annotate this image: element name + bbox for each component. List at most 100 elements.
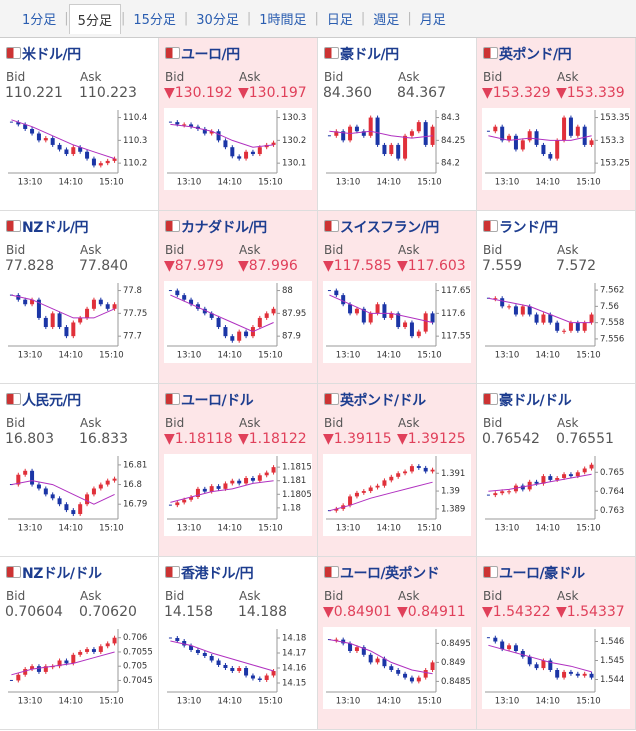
- bid-label: Bid: [324, 70, 344, 84]
- rate-tile[interactable]: ユーロ/英ポンド Bid Ask ▼0.84901 ▼0.84911 0.8495 0.84…: [318, 557, 477, 730]
- rate-tile[interactable]: ランド/円 Bid Ask 7.559 7.572 7.562 7.56 7.558 7.556…: [477, 211, 636, 384]
- x-tick-label: 15:10: [99, 178, 124, 188]
- y-tick-label: 14.16: [282, 664, 306, 674]
- bid-value: 14.158: [164, 604, 213, 620]
- candle: [78, 147, 83, 152]
- candle: [416, 122, 421, 132]
- candle: [78, 317, 83, 323]
- x-tick-label: 13:10: [336, 178, 361, 188]
- pair-name[interactable]: 豪ドル/ドル: [499, 393, 572, 409]
- timeframe-tab[interactable]: 30分足: [196, 13, 239, 28]
- pair-name[interactable]: ランド/円: [499, 220, 558, 236]
- bid-value: 84.360: [323, 85, 372, 101]
- x-tick-label: 13:10: [495, 524, 520, 534]
- candle: [112, 304, 117, 309]
- pair-name[interactable]: スイスフラン/円: [340, 220, 439, 236]
- ask-label: Ask: [239, 70, 261, 84]
- y-tick-label: 0.8485: [441, 677, 471, 687]
- candle: [541, 476, 546, 484]
- candle: [98, 484, 103, 489]
- rate-tile[interactable]: カナダドル/円 Bid Ask ▼87.979 ▼87.996 88 87.95 87.9 13…: [159, 211, 318, 384]
- rate-tile[interactable]: 英ポンド/円 Bid Ask ▼153.329 ▼153.339 153.35 153.3 1…: [477, 38, 636, 211]
- candle: [341, 295, 346, 305]
- candle: [202, 653, 207, 656]
- pair-name[interactable]: 豪ドル/円: [340, 47, 399, 63]
- moving-average: [488, 135, 592, 141]
- pair-name[interactable]: 人民元/円: [22, 393, 81, 409]
- y-tick-label: 130.1: [282, 159, 306, 169]
- flag-icon: [324, 47, 339, 59]
- pair-name[interactable]: ユーロ/ドル: [181, 393, 254, 409]
- mini-chart: 1.1815 1.181 1.1805 1.18 13:10 14:10 15:10: [164, 454, 312, 536]
- rate-tile[interactable]: 英ポンド/ドル Bid Ask ▼1.39115 ▼1.39125 1.391 1.39 1.…: [318, 384, 477, 557]
- rate-tile[interactable]: 香港ドル/円 Bid Ask 14.158 14.188 14.18 14.17 14.16 1…: [159, 557, 318, 730]
- candle: [396, 473, 401, 477]
- timeframe-tab[interactable]: 1分足: [22, 13, 57, 28]
- timeframe-tab[interactable]: 月足: [419, 13, 446, 28]
- rate-tile[interactable]: 米ドル/円 Bid Ask 110.221 110.223 110.4 110.3 110.2…: [0, 38, 159, 211]
- candle: [541, 144, 546, 155]
- candle: [223, 327, 228, 337]
- candle: [64, 149, 69, 155]
- pair-name[interactable]: ユーロ/豪ドル: [499, 566, 585, 582]
- candle: [500, 491, 505, 494]
- ask-value: 84.367: [397, 85, 446, 101]
- candle: [105, 480, 110, 485]
- candle: [43, 138, 48, 141]
- pair-name[interactable]: 米ドル/円: [22, 47, 81, 63]
- candle: [223, 665, 228, 668]
- candle: [389, 476, 394, 481]
- candle: [403, 673, 408, 678]
- rate-tile[interactable]: ユーロ/ドル Bid Ask ▼1.18118 ▼1.18122 1.1815 1.181 1…: [159, 384, 318, 557]
- candle: [98, 299, 103, 305]
- pair-name[interactable]: 英ポンド/ドル: [340, 393, 426, 409]
- flag-icon: [324, 393, 339, 405]
- rate-tile[interactable]: 豪ドル/円 Bid Ask 84.360 84.367 84.3 84.25 84.2 13:1…: [318, 38, 477, 211]
- timeframe-tab[interactable]: 日足: [326, 13, 353, 28]
- x-tick-label: 14:10: [58, 178, 83, 188]
- bid-label: Bid: [6, 70, 26, 84]
- pair-name[interactable]: NZドル/ドル: [22, 566, 102, 582]
- moving-average: [170, 294, 274, 333]
- candle: [382, 480, 387, 486]
- y-tick-label: 110.2: [123, 159, 147, 169]
- rate-tile[interactable]: ユーロ/円 Bid Ask ▼130.192 ▼130.197 130.3 130.2 130…: [159, 38, 318, 211]
- candle: [582, 126, 587, 145]
- y-tick-label: 7.556: [600, 334, 624, 344]
- candle: [562, 671, 567, 678]
- pair-name[interactable]: NZドル/円: [22, 220, 88, 236]
- y-tick-label: 0.705: [123, 662, 147, 672]
- candle: [541, 660, 546, 669]
- rate-tile[interactable]: スイスフラン/円 Bid Ask ▼117.585 ▼117.603 117.65 117.…: [318, 211, 477, 384]
- ask-label: Ask: [80, 589, 102, 603]
- candle: [534, 314, 539, 323]
- rate-tile[interactable]: 人民元/円 Bid Ask 16.803 16.833 16.81 16.8 16.79 13:…: [0, 384, 159, 557]
- pair-name[interactable]: カナダドル/円: [181, 220, 267, 236]
- timeframe-tab[interactable]: 週足: [373, 13, 400, 28]
- bid-value: ▼1.39115: [323, 431, 392, 447]
- candle: [91, 649, 96, 652]
- pair-name[interactable]: ユーロ/英ポンド: [340, 566, 440, 582]
- pair-name[interactable]: ユーロ/円: [181, 47, 240, 63]
- rate-tile[interactable]: NZドル/ドル Bid Ask 0.70604 0.70620 0.706 0.7055 0.…: [0, 557, 159, 730]
- x-tick-label: 13:10: [18, 351, 43, 361]
- candle: [534, 664, 539, 669]
- candle: [589, 140, 594, 145]
- candle: [223, 483, 228, 489]
- rate-tile[interactable]: NZドル/円 Bid Ask 77.828 77.840 77.8 77.75 77.7 13:…: [0, 211, 159, 384]
- x-tick-label: 15:10: [99, 351, 124, 361]
- candle: [555, 140, 560, 159]
- pair-name[interactable]: 香港ドル/円: [181, 566, 254, 582]
- mini-chart: 153.35 153.3 153.25 13:10 14:10 15:10: [482, 108, 630, 190]
- timeframe-tab[interactable]: 5分足: [68, 3, 121, 34]
- moving-average: [11, 294, 115, 319]
- x-tick-label: 14:10: [217, 697, 242, 707]
- candle: [182, 124, 187, 126]
- pair-name[interactable]: 英ポンド/円: [499, 47, 572, 63]
- rate-tile[interactable]: 豪ドル/ドル Bid Ask 0.76542 0.76551 0.765 0.764 0.76…: [477, 384, 636, 557]
- timeframe-tab[interactable]: 1時間足: [259, 13, 307, 28]
- y-tick-label: 0.849: [441, 658, 465, 668]
- candle: [409, 131, 414, 136]
- timeframe-tab[interactable]: 15分足: [133, 13, 176, 28]
- rate-tile[interactable]: ユーロ/豪ドル Bid Ask ▼1.54322 ▼1.54337 1.546 1.545 1…: [477, 557, 636, 730]
